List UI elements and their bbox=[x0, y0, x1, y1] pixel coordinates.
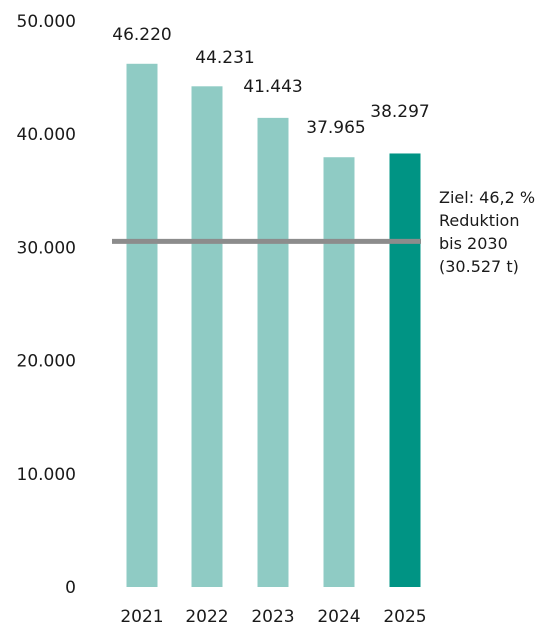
target-annotation-line: bis 2030 bbox=[439, 234, 508, 253]
bar-2023 bbox=[257, 117, 289, 588]
x-tick-label: 2025 bbox=[383, 607, 426, 627]
bar-2025 bbox=[389, 153, 421, 587]
y-tick-label: 50.000 bbox=[17, 12, 76, 32]
x-tick-label: 2024 bbox=[317, 607, 360, 627]
target-annotation: Ziel: 46,2 % Reduktion bis 2030 (30.527 t) bbox=[439, 188, 535, 276]
x-tick-label: 2021 bbox=[120, 607, 163, 627]
data-label: 37.965 bbox=[306, 118, 365, 138]
y-tick-label: 40.000 bbox=[17, 125, 76, 145]
y-tick-label: 20.000 bbox=[17, 352, 76, 372]
target-annotation-line: (30.527 t) bbox=[439, 257, 519, 276]
bar-2024 bbox=[323, 157, 355, 587]
target-annotation-line: Ziel: 46,2 % bbox=[439, 188, 535, 207]
bars bbox=[126, 63, 421, 588]
data-label: 44.231 bbox=[195, 48, 254, 68]
x-tick-label: 2022 bbox=[185, 607, 228, 627]
y-tick-label: 30.000 bbox=[17, 238, 76, 258]
bar-2022 bbox=[191, 86, 223, 587]
bar-2021 bbox=[126, 63, 158, 587]
y-tick-label: 0 bbox=[65, 578, 76, 598]
data-label: 46.220 bbox=[112, 25, 171, 45]
x-tick-label: 2023 bbox=[251, 607, 294, 627]
y-axis: 0 10.000 20.000 30.000 40.000 50.000 bbox=[17, 12, 76, 598]
target-annotation-line: Reduktion bbox=[439, 211, 519, 230]
y-tick-label: 10.000 bbox=[17, 465, 76, 485]
x-axis: 2021 2022 2023 2024 2025 bbox=[120, 607, 426, 627]
data-label: 41.443 bbox=[243, 77, 302, 97]
data-label: 38.297 bbox=[370, 102, 429, 122]
